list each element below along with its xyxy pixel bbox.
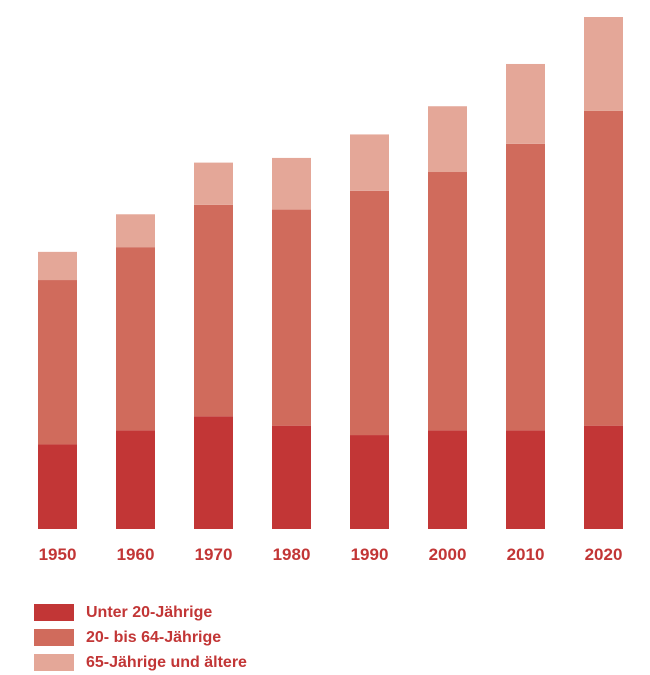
stacked-bar-chart: 1950 1960 1970 1980 1990 2000 2010 2020 — [38, 17, 623, 564]
legend-swatch-20-64 — [34, 629, 74, 646]
x-tick-2010: 2010 — [507, 545, 545, 564]
bar-segment-2000-20-64 — [428, 172, 467, 431]
bar-segment-2020-20-64 — [584, 110, 623, 426]
legend-label-65-plus: 65-Jährige und ältere — [86, 653, 247, 671]
bar-segment-1990-20-64 — [350, 190, 389, 436]
legend-item-20-64: 20- bis 64-Jährige — [34, 625, 247, 650]
bar-segment-1990-65-plus — [350, 134, 389, 191]
legend-label-under-20: Unter 20-Jährige — [86, 603, 213, 621]
legend-item-65-plus: 65-Jährige und ältere — [34, 650, 247, 675]
x-tick-1950: 1950 — [39, 545, 77, 564]
bar-segment-2010-65-plus — [506, 63, 545, 144]
legend-item-under-20: Unter 20-Jährige — [34, 600, 247, 625]
bar-segment-1950-65-plus — [38, 251, 77, 281]
bar-segment-1970-20-64 — [194, 204, 233, 417]
x-tick-1960: 1960 — [117, 545, 155, 564]
bar-segment-1950-under-20 — [38, 444, 77, 529]
bar-segment-2010-20-64 — [506, 143, 545, 431]
bar-segment-1950-20-64 — [38, 280, 77, 445]
legend-swatch-65-plus — [34, 654, 74, 671]
bar-segment-2020-65-plus — [584, 17, 623, 111]
bar-segment-2000-65-plus — [428, 106, 467, 173]
x-tick-1990: 1990 — [351, 545, 389, 564]
bar-segment-1970-under-20 — [194, 416, 233, 529]
bar-segment-1960-under-20 — [116, 430, 155, 529]
x-tick-2000: 2000 — [429, 545, 467, 564]
legend-swatch-under-20 — [34, 604, 74, 621]
bar-segment-2010-under-20 — [506, 430, 545, 529]
bar-segment-1980-under-20 — [272, 425, 311, 529]
bar-segment-1960-65-plus — [116, 214, 155, 248]
bars-group — [38, 17, 623, 529]
bar-segment-1980-20-64 — [272, 209, 311, 426]
bar-segment-1960-20-64 — [116, 247, 155, 431]
x-tick-1970: 1970 — [195, 545, 233, 564]
legend-label-20-64: 20- bis 64-Jährige — [86, 628, 222, 646]
x-tick-labels: 1950 1960 1970 1980 1990 2000 2010 2020 — [39, 545, 623, 564]
bar-segment-2000-under-20 — [428, 430, 467, 529]
bar-segment-1970-65-plus — [194, 162, 233, 205]
bar-segment-1990-under-20 — [350, 435, 389, 529]
bar-segment-2020-under-20 — [584, 425, 623, 529]
x-tick-1980: 1980 — [273, 545, 311, 564]
bar-segment-1980-65-plus — [272, 157, 311, 210]
x-tick-2020: 2020 — [585, 545, 623, 564]
legend: Unter 20-Jährige 20- bis 64-Jährige 65-J… — [34, 600, 247, 675]
